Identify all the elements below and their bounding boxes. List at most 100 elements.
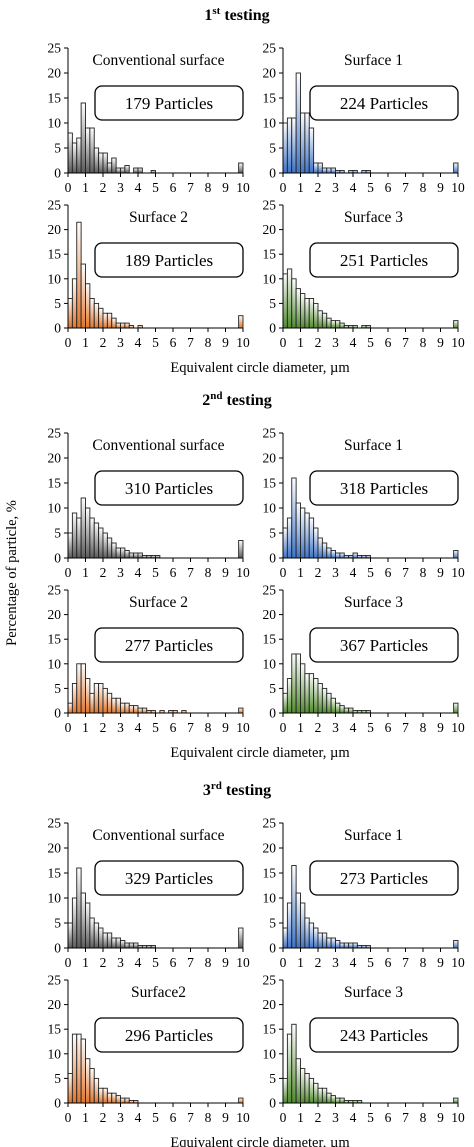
histogram-bar xyxy=(93,922,100,949)
histogram-bar xyxy=(300,663,306,714)
histogram-bar xyxy=(326,937,332,949)
histogram-bar xyxy=(330,937,336,949)
section-title-number: 1 xyxy=(204,7,212,24)
x-tick-label: 1 xyxy=(82,565,89,580)
y-tick-label: 5 xyxy=(54,1071,61,1086)
x-tick-label: 6 xyxy=(385,565,392,580)
histogram-bar xyxy=(282,273,288,329)
histogram-bar xyxy=(98,152,104,174)
x-tick-label: 1 xyxy=(82,1110,89,1125)
y-tick-label: 15 xyxy=(48,476,62,491)
y-tick-label: 5 xyxy=(269,141,276,156)
histogram-bar xyxy=(295,288,301,329)
histogram-bar xyxy=(321,1087,328,1104)
histogram-bar xyxy=(89,298,95,329)
histogram-bar xyxy=(76,1033,82,1104)
x-tick-label: 6 xyxy=(385,720,392,735)
histogram-bar xyxy=(330,1095,336,1104)
histogram-bar xyxy=(120,167,126,174)
x-tick-label: 0 xyxy=(280,720,287,735)
x-axis-title: Equivalent circle diameter, µm xyxy=(170,360,350,376)
histogram-bar xyxy=(343,707,350,714)
x-tick-label: 0 xyxy=(65,720,72,735)
y-tick-label: 5 xyxy=(269,681,276,696)
y-tick-label: 15 xyxy=(48,866,62,881)
y-tick-label: 20 xyxy=(263,66,277,81)
histogram-bar xyxy=(304,298,310,329)
x-tick-label: 8 xyxy=(205,720,212,735)
y-tick-label: 10 xyxy=(263,501,277,516)
histogram-bar xyxy=(80,1038,86,1104)
histogram-bar xyxy=(282,527,288,559)
histogram-bar xyxy=(80,892,86,949)
histogram-bar xyxy=(137,167,143,174)
x-tick-label: 9 xyxy=(222,955,229,970)
x-tick-label: 2 xyxy=(315,1110,322,1125)
x-tick-label: 4 xyxy=(135,1110,142,1125)
x-tick-label: 2 xyxy=(315,955,322,970)
x-tick-label: 8 xyxy=(420,955,427,970)
y-axis-title: Percentage of particle, % xyxy=(4,500,20,646)
histogram-bar xyxy=(335,1097,341,1104)
histogram-bar xyxy=(339,942,345,949)
y-tick-label: 20 xyxy=(48,222,62,237)
histogram-bar xyxy=(317,537,323,559)
histogram-bar xyxy=(238,315,244,329)
histogram-bar xyxy=(339,1097,345,1104)
histogram-bar xyxy=(89,917,95,949)
histogram-bar xyxy=(133,942,139,949)
x-tick-label: 6 xyxy=(385,335,392,350)
x-tick-label: 1 xyxy=(297,180,304,195)
x-tick-label: 6 xyxy=(170,335,177,350)
y-tick-label: 10 xyxy=(48,891,62,906)
particle-count-label: 224 Particles xyxy=(340,94,428,113)
y-tick-label: 15 xyxy=(263,247,277,262)
y-tick-label: 0 xyxy=(54,166,61,181)
histogram-bar xyxy=(304,112,310,174)
histogram-bar xyxy=(89,692,95,714)
histogram-bar xyxy=(115,937,121,949)
section-title: 2nd testing xyxy=(202,390,272,409)
histogram-bar xyxy=(85,902,91,949)
x-tick-label: 3 xyxy=(117,1110,124,1125)
x-tick-label: 2 xyxy=(100,1110,107,1125)
histogram-bar xyxy=(102,1087,108,1104)
y-tick-label: 5 xyxy=(269,916,276,931)
particle-count-box xyxy=(309,1017,459,1053)
particle-count-label: 179 Particles xyxy=(125,94,213,113)
y-tick-label: 10 xyxy=(263,271,277,286)
x-tick-label: 1 xyxy=(297,565,304,580)
histogram-bar xyxy=(313,302,319,329)
histogram-bar xyxy=(291,865,297,949)
y-tick-label: 0 xyxy=(54,321,61,336)
histogram-bar xyxy=(286,678,293,714)
x-tick-label: 6 xyxy=(170,565,177,580)
y-tick-label: 0 xyxy=(269,706,276,721)
histogram-bar xyxy=(128,552,135,559)
histogram-bar xyxy=(124,1097,130,1104)
histogram-bar xyxy=(300,507,306,559)
y-tick-label: 0 xyxy=(54,551,61,566)
histogram-bar xyxy=(348,707,354,714)
x-tick-label: 8 xyxy=(205,955,212,970)
particle-count-box xyxy=(309,242,459,278)
histogram-bar xyxy=(102,312,108,329)
x-tick-label: 10 xyxy=(236,180,250,195)
histogram-bar xyxy=(93,683,100,714)
histogram-bar xyxy=(317,683,323,714)
particle-count-label: 273 Particles xyxy=(340,869,428,888)
histogram-bar xyxy=(335,702,341,714)
x-tick-label: 3 xyxy=(332,955,339,970)
histogram-bar xyxy=(93,147,100,174)
histogram-bar xyxy=(106,312,113,329)
x-tick-label: 0 xyxy=(65,335,72,350)
x-tick-label: 0 xyxy=(280,955,287,970)
x-tick-label: 10 xyxy=(451,335,465,350)
histogram-bar xyxy=(71,897,78,949)
x-tick-label: 9 xyxy=(437,565,444,580)
y-tick-label: 20 xyxy=(48,997,62,1012)
particle-count-box xyxy=(94,860,244,896)
histogram-bar xyxy=(71,683,78,714)
